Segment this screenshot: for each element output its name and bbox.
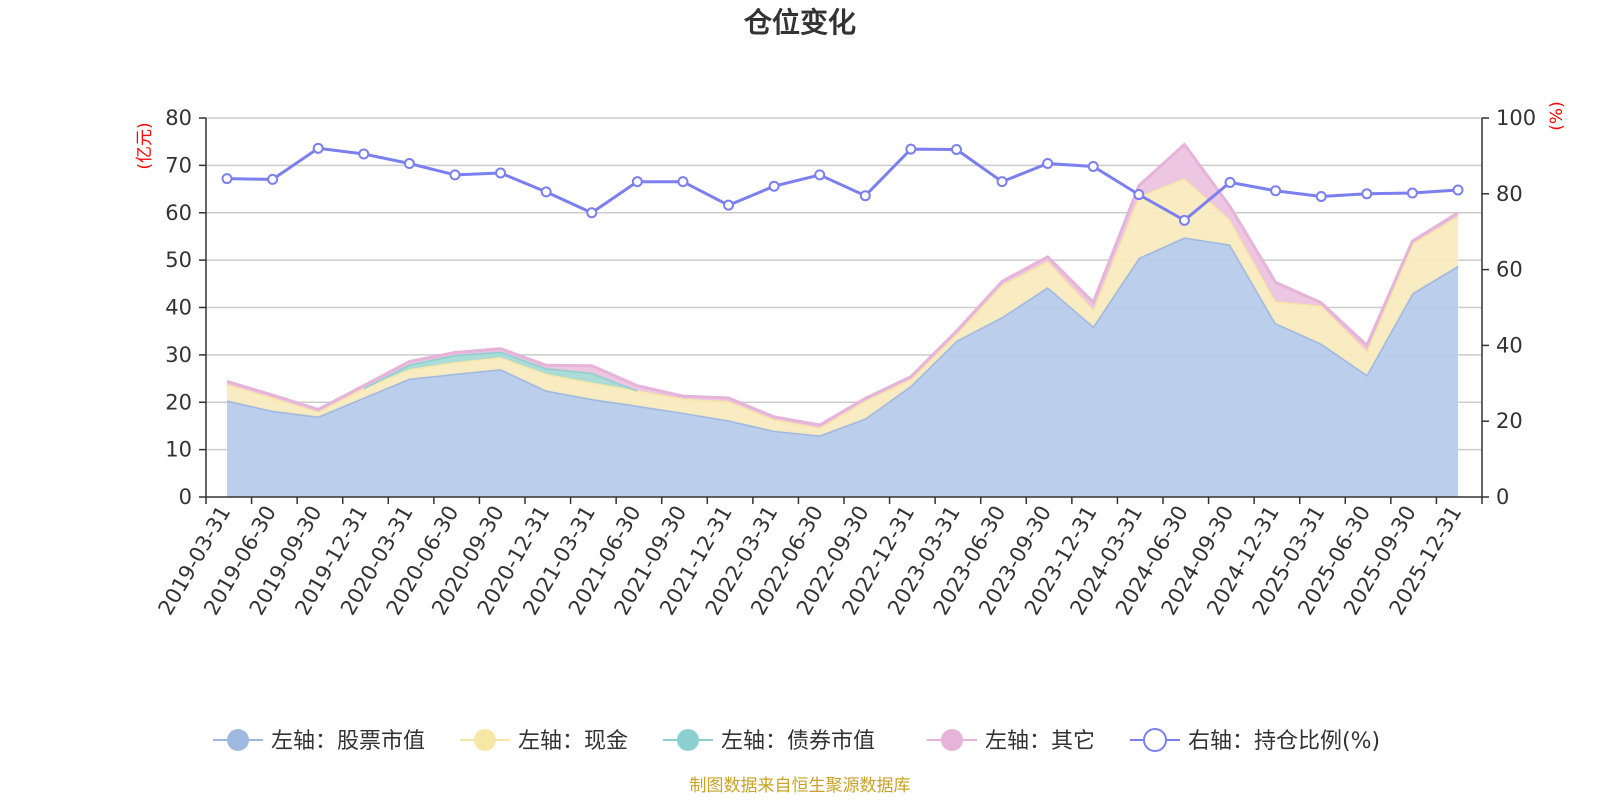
right-tick-label: 40 bbox=[1496, 333, 1523, 357]
ratio-point bbox=[1270, 185, 1282, 197]
ratio-point bbox=[1042, 157, 1054, 169]
legend-marker-3 bbox=[941, 729, 963, 751]
ratio-point bbox=[403, 157, 415, 169]
ratio-point bbox=[905, 143, 917, 155]
ratio-point bbox=[495, 167, 507, 179]
legend-label-2: 左轴：债券市值 bbox=[721, 729, 875, 754]
ratio-point bbox=[1315, 190, 1327, 202]
left-tick-label: 40 bbox=[165, 296, 192, 320]
ratio-point bbox=[1133, 189, 1145, 201]
ratio-point bbox=[586, 207, 598, 219]
area-edge-3 bbox=[226, 142, 1459, 427]
ratio-point bbox=[1224, 176, 1236, 188]
ratio-point bbox=[358, 148, 370, 160]
ratio-point bbox=[1178, 214, 1190, 226]
legend-label-4: 右轴：持仓比例(%) bbox=[1188, 729, 1380, 754]
ratio-point bbox=[723, 199, 735, 211]
right-tick-label: 80 bbox=[1496, 182, 1523, 206]
ratio-point bbox=[677, 176, 689, 188]
legend-marker-1 bbox=[474, 729, 496, 751]
ratio-point bbox=[312, 142, 324, 154]
left-tick-label: 0 bbox=[179, 485, 192, 509]
right-tick-label: 20 bbox=[1496, 409, 1523, 433]
left-axis-unit: (亿元) bbox=[135, 122, 155, 169]
ratio-point bbox=[1361, 188, 1373, 200]
ratio-point bbox=[814, 169, 826, 181]
ratio-point bbox=[1406, 187, 1418, 199]
left-tick-label: 20 bbox=[165, 390, 192, 414]
ratio-point bbox=[631, 176, 643, 188]
left-tick-label: 70 bbox=[165, 153, 192, 177]
ratio-point bbox=[768, 180, 780, 192]
left-tick-label: 80 bbox=[165, 106, 192, 130]
right-axis-unit: (%) bbox=[1547, 101, 1567, 130]
legend-label-0: 左轴：股票市值 bbox=[271, 729, 425, 754]
right-tick-label: 100 bbox=[1496, 106, 1536, 130]
ratio-point bbox=[859, 190, 871, 202]
left-tick-label: 10 bbox=[165, 438, 192, 462]
legend-label-1: 左轴：现金 bbox=[518, 729, 628, 754]
source-text: 制图数据来自恒生聚源数据库 bbox=[690, 776, 911, 796]
ratio-point bbox=[996, 176, 1008, 188]
ratio-line-path bbox=[226, 146, 1459, 223]
left-tick-label: 60 bbox=[165, 201, 192, 225]
left-tick-label: 30 bbox=[165, 343, 192, 367]
right-axis-ticks: 0 20 40 60 80 100 bbox=[1482, 106, 1536, 509]
ratio-point bbox=[1452, 184, 1464, 196]
chart-title: 仓位变化 bbox=[744, 6, 856, 39]
area-0 bbox=[227, 237, 1458, 497]
area-2 bbox=[363, 351, 638, 391]
legend-marker-0 bbox=[227, 729, 249, 751]
left-axis-ticks: 0 10 20 30 40 50 60 70 80 bbox=[165, 106, 206, 509]
ratio-point bbox=[267, 173, 279, 185]
right-tick-label: 60 bbox=[1496, 258, 1523, 282]
legend: 左轴：股票市值 左轴：现金 左轴：债券市值 左轴：其它 右轴：持仓比例(%) bbox=[213, 728, 1380, 754]
legend-marker-2 bbox=[677, 729, 699, 751]
position-ratio-line bbox=[221, 142, 1464, 226]
right-tick-label: 0 bbox=[1496, 485, 1509, 509]
ratio-point bbox=[950, 143, 962, 155]
legend-marker-4 bbox=[1143, 728, 1167, 752]
stacked-areas bbox=[226, 142, 1459, 497]
ratio-point bbox=[449, 169, 461, 181]
left-tick-label: 50 bbox=[165, 248, 192, 272]
ratio-point bbox=[221, 173, 233, 185]
ratio-point bbox=[1087, 161, 1099, 173]
x-axis-ticks: 2019-03-312019-06-302019-09-302019-12-31… bbox=[154, 497, 1483, 619]
ratio-point bbox=[540, 186, 552, 198]
legend-label-3: 左轴：其它 bbox=[985, 729, 1095, 754]
